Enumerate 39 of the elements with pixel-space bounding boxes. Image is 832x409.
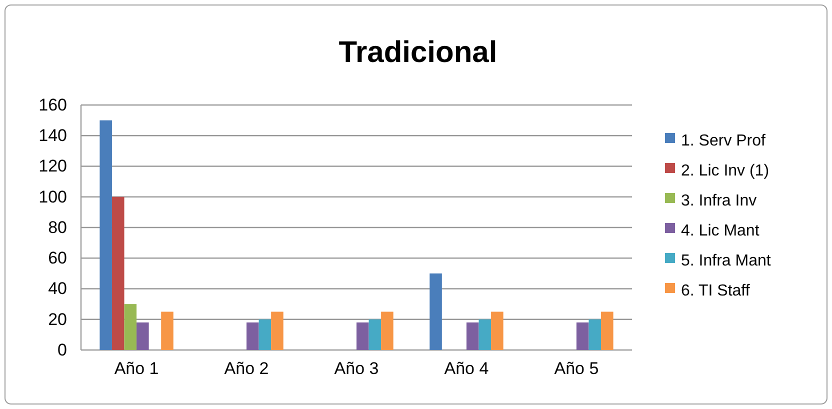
x-tick-label: Año 5: [554, 359, 599, 378]
legend-label: 1. Serv Prof: [681, 132, 766, 150]
y-tick-label: 0: [58, 340, 67, 360]
bar: [100, 120, 112, 350]
bar: [246, 322, 259, 350]
x-tick-label: Año 1: [114, 359, 159, 378]
bar: [136, 322, 149, 350]
y-tick-label: 20: [48, 310, 67, 329]
bar: [124, 304, 137, 350]
bar: [491, 312, 504, 350]
bar: [576, 322, 589, 350]
bar: [466, 322, 479, 350]
legend-label: 4. Lic Mant: [681, 222, 760, 240]
x-tick-label: Año 4: [444, 359, 489, 378]
bar: [368, 319, 382, 350]
bar: [161, 312, 174, 350]
y-tick-label: 40: [48, 279, 67, 298]
y-tick-label: 120: [38, 156, 67, 176]
bar: [356, 322, 369, 350]
y-tick-label: 80: [48, 218, 67, 237]
y-tick-label: 60: [48, 248, 67, 268]
x-tick-label: Año 2: [224, 359, 269, 378]
bar: [601, 312, 614, 350]
legend-label: 3. Infra Inv: [681, 192, 757, 210]
bar: [258, 319, 272, 350]
y-tick-label: 100: [38, 187, 67, 206]
legend-label: 2. Lic Inv (1): [681, 162, 770, 180]
bar: [271, 312, 284, 350]
bar: [588, 319, 602, 350]
bar: [478, 319, 492, 350]
bar: [381, 312, 394, 350]
y-tick-label: 140: [38, 126, 67, 146]
bar: [112, 196, 124, 350]
bar: [430, 273, 442, 350]
y-tick-label: 160: [38, 95, 67, 114]
chart-title: Tradicional: [338, 36, 498, 69]
x-tick-label: Año 3: [334, 359, 379, 378]
legend-label: 6. TI Staff: [681, 282, 750, 300]
legend-label: 5. Infra Mant: [681, 252, 772, 270]
